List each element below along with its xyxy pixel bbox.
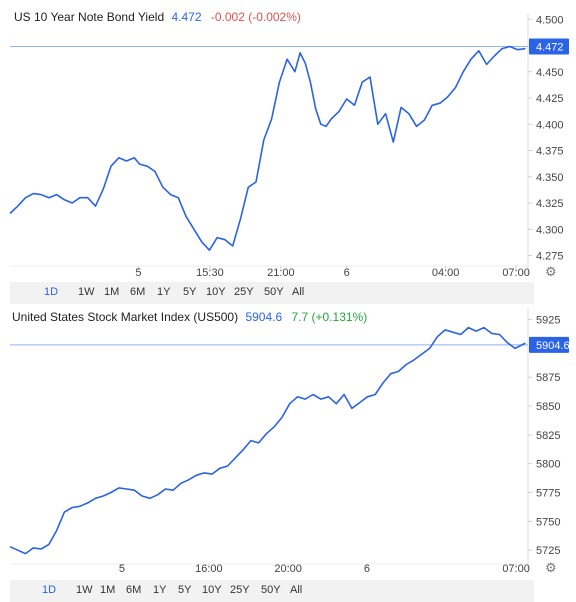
range-1d[interactable]: 1D [42, 584, 57, 596]
y-tick-label: 4.350 [536, 172, 564, 184]
us500-chart: 592559005875585058255800577557505725516:… [9, 308, 570, 575]
range-1m[interactable]: 1M [100, 584, 116, 596]
x-tick-label: 6 [364, 563, 370, 575]
y-tick-label: 5925 [536, 315, 560, 327]
range-10y[interactable]: 10Y [206, 286, 226, 298]
price-tag [529, 38, 569, 55]
y-tick-label: 4.450 [536, 67, 564, 79]
time-range-bar: 1D 1W 1M 6M 1Y 5Y 10Y 25Y 50Y All [10, 580, 534, 602]
range-1y[interactable]: 1Y [157, 286, 171, 298]
x-tick-label: 5 [135, 267, 141, 279]
y-tick-label: 5725 [536, 545, 560, 557]
x-tick-label: 5 [119, 563, 125, 575]
settings-gear-icon[interactable]: ⚙ [545, 264, 557, 279]
current-value: 4.472 [171, 10, 202, 24]
settings-gear-icon[interactable]: ⚙ [545, 560, 557, 575]
range-1y[interactable]: 1Y [153, 584, 167, 596]
instrument-name: United States Stock Market Index (US500) [12, 310, 239, 324]
current-value: 5904.6 [245, 310, 283, 324]
y-tick-label: 4.300 [536, 224, 564, 236]
y-tick-label: 4.400 [536, 119, 564, 131]
range-50y[interactable]: 50Y [261, 584, 281, 596]
x-tick-label: 21:00 [267, 267, 295, 279]
y-tick-label: 5750 [536, 516, 560, 528]
range-1d[interactable]: 1D [44, 286, 59, 298]
x-tick-label: 07:00 [502, 563, 530, 575]
instrument-name: US 10 Year Note Bond Yield [14, 10, 165, 24]
x-tick-label: 15:30 [196, 267, 224, 279]
us500-chart-panel: 592559005875585058255800577557505725516:… [0, 304, 576, 602]
price-change: -0.002 (-0.002%) [210, 10, 301, 24]
range-1w[interactable]: 1W [76, 584, 93, 596]
x-tick-label: 16:00 [195, 563, 223, 575]
range-25y[interactable]: 25Y [234, 286, 254, 298]
chart-title: US 10 Year Note Bond Yield 4.472 -0.002 … [14, 10, 301, 24]
range-6m[interactable]: 6M [126, 584, 142, 596]
y-tick-label: 4.500 [536, 14, 564, 26]
chart-title: United States Stock Market Index (US500)… [12, 310, 367, 324]
y-tick-label: 4.325 [536, 198, 564, 210]
range-5y[interactable]: 5Y [183, 286, 197, 298]
range-all[interactable]: All [290, 584, 303, 596]
y-tick-label: 4.375 [536, 146, 564, 158]
x-tick-label: 20:00 [274, 563, 302, 575]
price-series-line [9, 326, 526, 555]
y-tick-label: 5775 [536, 488, 560, 500]
x-tick-label: 6 [344, 267, 350, 279]
range-6m[interactable]: 6M [130, 286, 146, 298]
price-tag-label: 5904.6 [536, 340, 570, 352]
range-1w[interactable]: 1W [78, 286, 95, 298]
y-tick-label: 4.275 [536, 251, 564, 263]
bond-yield-chart-panel: 4.5004.4754.4504.4254.4004.3754.3504.325… [9, 10, 569, 304]
range-10y[interactable]: 10Y [202, 584, 222, 596]
x-tick-label: 04:00 [432, 267, 460, 279]
range-all[interactable]: All [292, 286, 305, 298]
range-5y[interactable]: 5Y [178, 584, 192, 596]
price-change: 7.7 (+0.131%) [291, 310, 368, 324]
bond-yield-chart: 4.5004.4754.4504.4254.4004.3754.3504.325… [9, 14, 569, 279]
y-tick-label: 5800 [536, 459, 560, 471]
y-tick-label: 5875 [536, 372, 560, 384]
range-50y[interactable]: 50Y [264, 286, 284, 298]
range-1m[interactable]: 1M [104, 286, 120, 298]
time-range-bar: 1D 1W 1M 6M 1Y 5Y 10Y 25Y 50Y All [10, 282, 534, 304]
price-tag [529, 336, 569, 353]
y-tick-label: 5850 [536, 401, 560, 413]
x-tick-label: 07:00 [502, 267, 530, 279]
y-tick-label: 4.425 [536, 93, 564, 105]
price-tag-label: 4.472 [536, 42, 564, 54]
range-25y[interactable]: 25Y [230, 584, 250, 596]
price-series-line [9, 45, 526, 251]
y-tick-label: 5825 [536, 430, 560, 442]
